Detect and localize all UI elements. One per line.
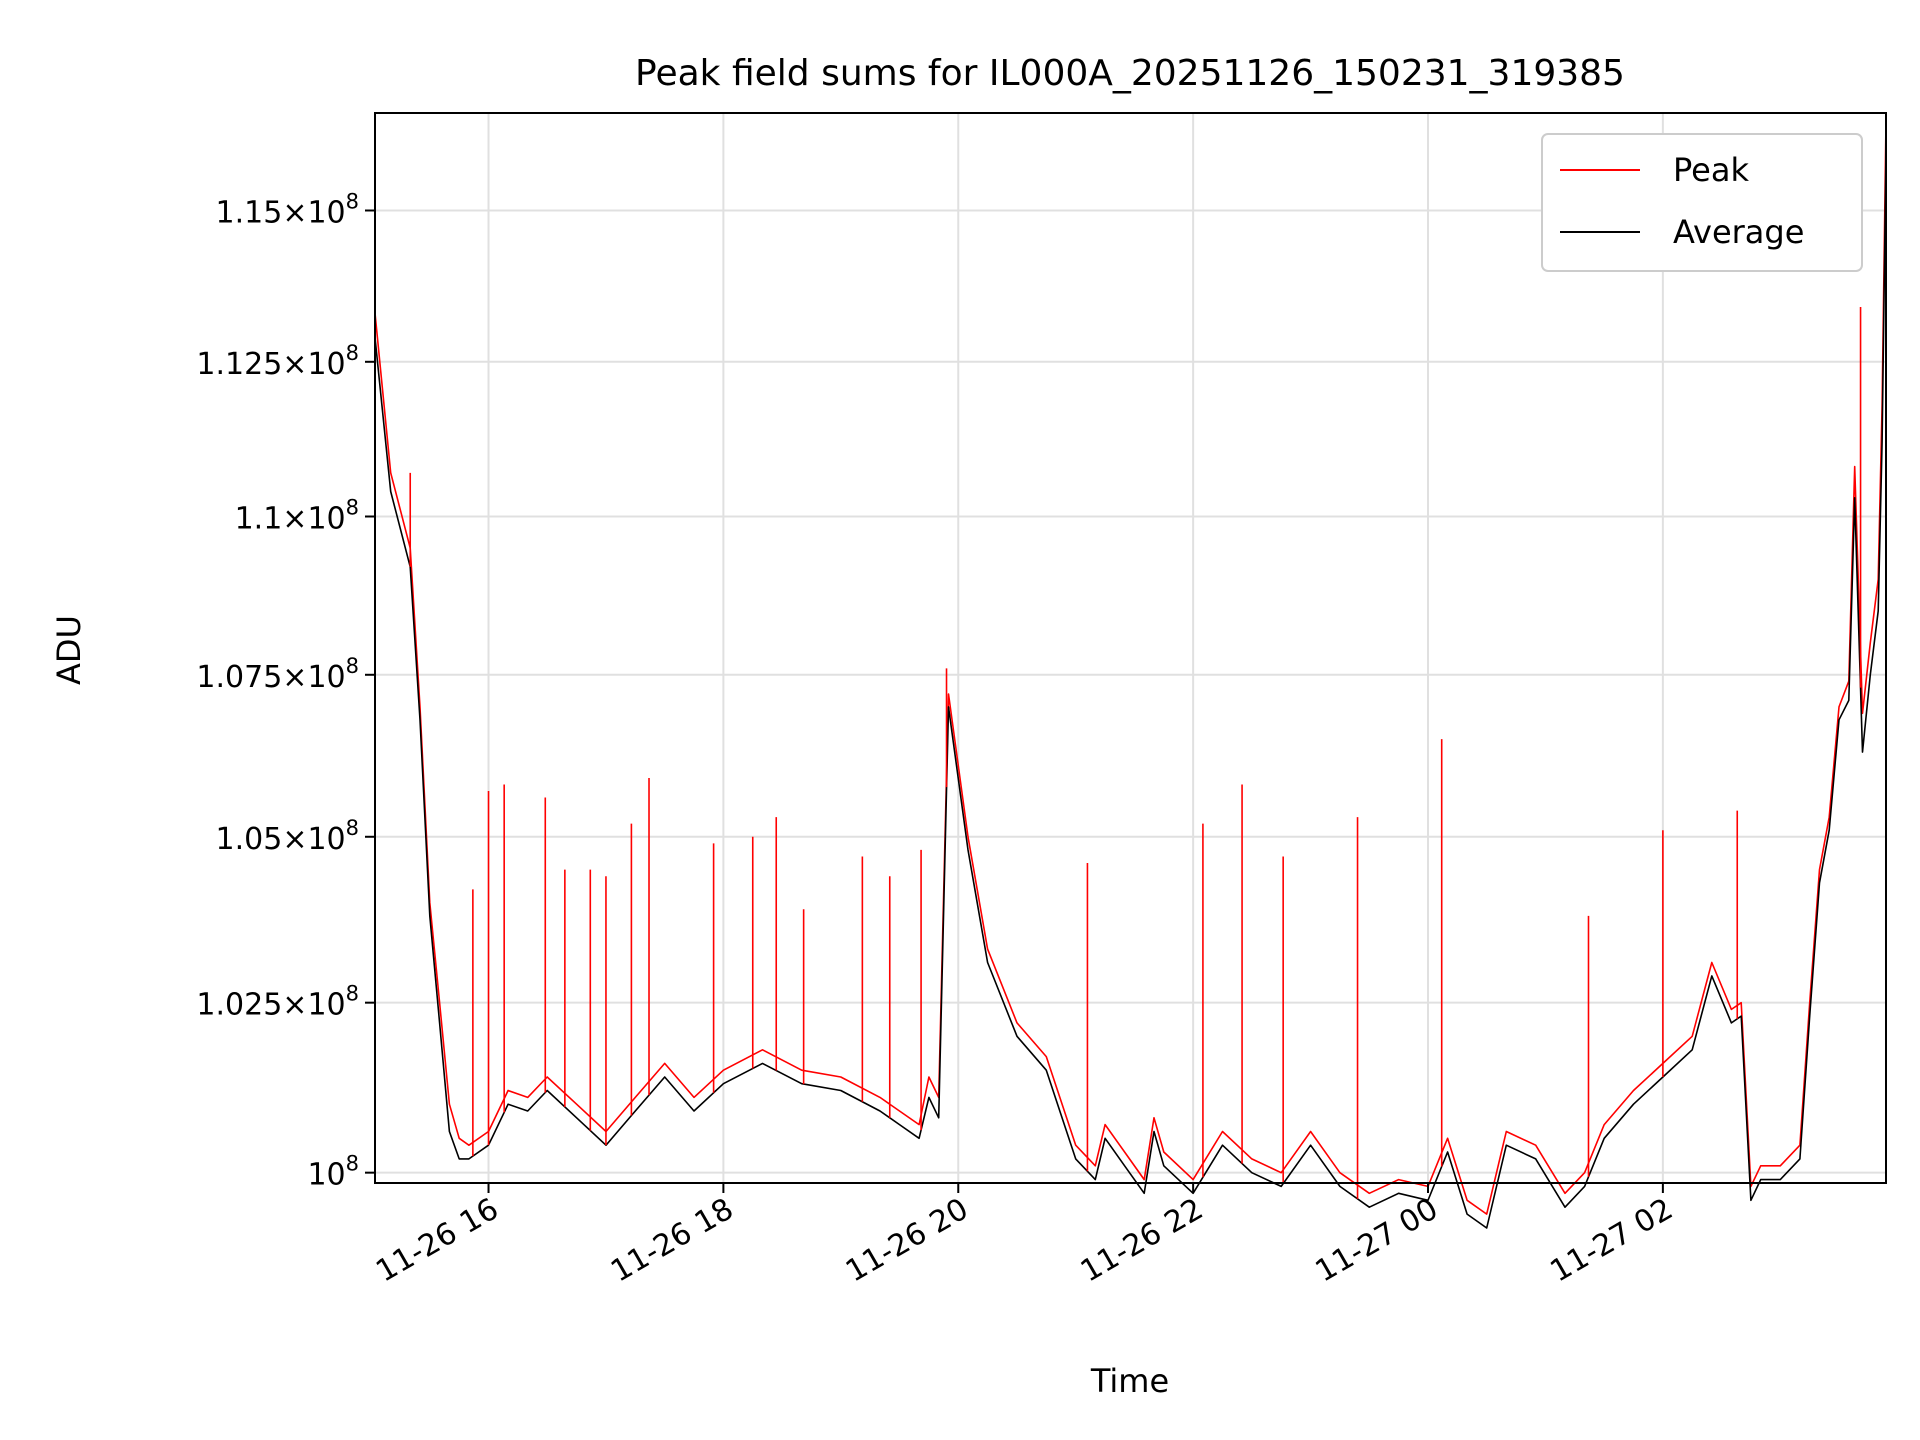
y-tick-label: 1.1×108 [235,496,359,537]
y-tick-label: 1.15×108 [216,189,359,230]
y-tick-exponent: 8 [346,982,359,1006]
peak-spikes [409,306,1862,1199]
y-tick-label: 1.05×108 [216,816,359,857]
y-tick-exponent: 8 [346,816,359,840]
plot-area [374,121,1887,1229]
legend-label-average: Average [1673,213,1804,251]
y-tick-base: 1.05×10 [216,822,346,857]
y-tick-exponent: 8 [346,189,359,213]
series-line-peak [374,121,1887,1215]
y-tick-exponent: 8 [346,496,359,520]
y-tick-base: 10 [307,1158,345,1193]
y-axis: 1081.025×1081.05×1081.075×1081.1×1081.12… [196,189,375,1193]
grid-lines [375,113,1886,1183]
y-tick-exponent: 8 [346,1152,359,1176]
legend-box [1541,133,1863,272]
y-tick-base: 1.1×10 [235,502,346,537]
y-tick-label: 1.025×108 [196,982,359,1023]
y-tick-label: 1.125×108 [196,341,359,382]
legend-label-peak: Peak [1673,151,1749,189]
y-axis-label: ADU [50,615,88,685]
y-tick-base: 1.15×10 [216,195,346,230]
y-tick-base: 1.075×10 [196,660,345,695]
y-tick-base: 1.125×10 [196,347,345,382]
y-tick-label: 1.075×108 [196,654,359,695]
y-tick-exponent: 8 [346,341,359,365]
plot-frame [374,112,1887,1184]
chart-title: Peak field sums for IL000A_20251126_1502… [635,53,1625,94]
y-tick-label: 108 [307,1152,359,1193]
legend: Peak Average [1541,133,1863,272]
y-tick-base: 1.025×10 [196,988,345,1023]
y-tick-exponent: 8 [346,654,359,678]
x-axis-label: Time [1090,1362,1169,1400]
series-line-average [374,150,1887,1229]
